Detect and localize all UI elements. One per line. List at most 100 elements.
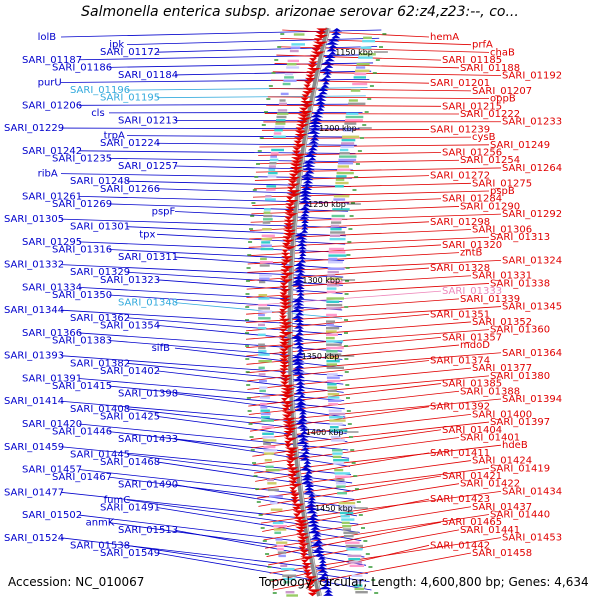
gene-label-right[interactable]: hdeB	[502, 440, 528, 451]
gene-label-left[interactable]: SARI_01433	[118, 434, 178, 445]
gene-label-left[interactable]: SARI_01305	[4, 214, 64, 225]
gene-label-left[interactable]: SARI_01549	[100, 548, 160, 559]
gene-label-right[interactable]: hemA	[430, 32, 459, 43]
gene-label-left[interactable]: SARI_01332	[4, 260, 64, 271]
gene-label-right[interactable]: SARI_01385	[442, 379, 502, 390]
gene-label-right[interactable]: SARI_01215	[442, 101, 502, 112]
gene-label-right[interactable]: SARI_01421	[442, 471, 502, 482]
gene-label-left[interactable]: SARI_01261	[22, 191, 82, 202]
gene-label-right[interactable]: SARI_01292	[502, 209, 562, 220]
gene-label-right[interactable]: SARI_01249	[490, 140, 550, 151]
gene-label-right[interactable]: SARI_01254	[460, 155, 520, 166]
gene-label-right[interactable]: SARI_01434	[502, 486, 562, 497]
gene-label-right[interactable]: SARI_01290	[460, 201, 520, 212]
gene-label-right[interactable]: SARI_01328	[430, 263, 490, 274]
gene-label-left[interactable]: SARI_01311	[118, 252, 178, 263]
gene-label-right[interactable]: SARI_01339	[460, 294, 520, 305]
gene-label-right[interactable]: SARI_01360	[490, 325, 550, 336]
gene-label-right[interactable]: SARI_01394	[502, 394, 562, 405]
gene-label-left[interactable]: SARI_01393	[4, 351, 64, 362]
gene-label-left[interactable]: SARI_01301	[70, 222, 130, 233]
gene-label-left[interactable]: fumC	[104, 495, 131, 506]
gene-label-right[interactable]: SARI_01345	[502, 302, 562, 313]
gene-label-left[interactable]: purU	[38, 78, 62, 89]
gene-label-left[interactable]: SARI_01408	[70, 404, 130, 415]
gene-label-right[interactable]: SARI_01298	[430, 217, 490, 228]
gene-label-left[interactable]: SARI_01316	[52, 244, 112, 255]
gene-label-left[interactable]: cls	[91, 108, 105, 119]
gene-label-left[interactable]: SARI_01366	[22, 328, 82, 339]
gene-label-right[interactable]: zntB	[460, 248, 483, 259]
gene-label-right[interactable]: SARI_01185	[442, 55, 502, 66]
gene-label-left[interactable]: sifB	[152, 343, 171, 354]
gene-label-right[interactable]: SARI_01275	[472, 178, 532, 189]
gene-label-left[interactable]: SARI_01420	[22, 419, 82, 430]
gene-label-left[interactable]: SARI_01513	[118, 525, 178, 536]
gene-label-left[interactable]: SARI_01490	[118, 480, 178, 491]
gene-label-right[interactable]: SARI_01352	[472, 317, 532, 328]
gene-label-left[interactable]: SARI_01186	[52, 62, 112, 73]
gene-label-right[interactable]: SARI_01192	[502, 71, 562, 82]
gene-label-left[interactable]: SARI_01502	[22, 510, 82, 521]
gene-label-right[interactable]: SARI_01233	[502, 117, 562, 128]
gene-label-right[interactable]: SARI_01256	[442, 148, 502, 159]
gene-label-left[interactable]: SARI_01362	[70, 313, 130, 324]
gene-label-right[interactable]: SARI_01453	[502, 533, 562, 544]
gene-label-left[interactable]: SARI_01235	[52, 153, 112, 164]
gene-label-right[interactable]: SARI_01422	[460, 479, 520, 490]
gene-label-left[interactable]: SARI_01323	[100, 275, 160, 286]
gene-label-right[interactable]: SARI_01440	[490, 509, 550, 520]
gene-label-right[interactable]: SARI_01239	[430, 124, 490, 135]
gene-label-right[interactable]: chaB	[490, 47, 515, 58]
gene-label-right[interactable]: pspB	[490, 186, 515, 197]
gene-label-right[interactable]: SARI_01284	[442, 194, 502, 205]
gene-label-left[interactable]: SARI_01425	[100, 411, 160, 422]
gene-label-left[interactable]: SARI_01248	[70, 176, 130, 187]
gene-label-right[interactable]: SARI_01423	[430, 494, 490, 505]
gene-label-left[interactable]: ipk	[109, 40, 124, 51]
gene-label-left[interactable]: ribA	[38, 169, 58, 180]
gene-label-right[interactable]: SARI_01424	[472, 456, 532, 467]
gene-label-left[interactable]: SARI_01414	[4, 396, 64, 407]
gene-label-left[interactable]: SARI_01457	[22, 465, 82, 476]
gene-label-right[interactable]: SARI_01222	[460, 109, 520, 120]
gene-label-right[interactable]: SARI_01437	[472, 502, 532, 513]
gene-label-left[interactable]: SARI_01538	[70, 540, 130, 551]
gene-label-right[interactable]: SARI_01380	[490, 371, 550, 382]
gene-label-left[interactable]: SARI_01348	[118, 298, 178, 309]
gene-label-left[interactable]: SARI_01468	[100, 457, 160, 468]
gene-label-left[interactable]: trpA	[104, 131, 125, 142]
gene-label-left[interactable]: SARI_01445	[70, 449, 130, 460]
gene-label-left[interactable]: SARI_01402	[100, 366, 160, 377]
gene-label-left[interactable]: SARI_01398	[118, 389, 178, 400]
gene-label-left[interactable]: SARI_01382	[70, 358, 130, 369]
gene-label-right[interactable]: SARI_01313	[490, 232, 550, 243]
gene-label-right[interactable]: SARI_01374	[430, 355, 490, 366]
gene-label-left[interactable]: SARI_01334	[22, 282, 82, 293]
gene-label-left[interactable]: SARI_01524	[4, 533, 64, 544]
gene-label-left[interactable]: SARI_01266	[100, 184, 160, 195]
gene-label-left[interactable]: SARI_01350	[52, 290, 112, 301]
gene-label-right[interactable]: SARI_01465	[442, 517, 502, 528]
gene-label-left[interactable]: SARI_01491	[100, 502, 160, 513]
gene-label-right[interactable]: SARI_01441	[460, 525, 520, 536]
gene-label-right[interactable]: SARI_01272	[430, 171, 490, 182]
gene-label-left[interactable]: SARI_01257	[118, 161, 178, 172]
gene-label-right[interactable]: SARI_01188	[460, 63, 520, 74]
gene-label-right[interactable]: SARI_01364	[502, 348, 562, 359]
gene-label-right[interactable]: cysB	[472, 132, 496, 143]
gene-label-left[interactable]: SARI_01467	[52, 472, 112, 483]
gene-label-right[interactable]: SARI_01338	[490, 278, 550, 289]
gene-label-right[interactable]: SARI_01320	[442, 240, 502, 251]
gene-label-right[interactable]: SARI_01324	[502, 255, 562, 266]
gene-label-right[interactable]: prfA	[472, 40, 493, 51]
gene-label-right[interactable]: SARI_01333	[442, 286, 502, 297]
gene-label-right[interactable]: SARI_01331	[472, 271, 532, 282]
gene-label-left[interactable]: SARI_01184	[118, 70, 178, 81]
gene-label-right[interactable]: SARI_01404	[442, 425, 502, 436]
gene-label-right[interactable]: SARI_01392	[430, 402, 490, 413]
gene-label-left[interactable]: anmK	[86, 518, 115, 529]
gene-label-left[interactable]: SARI_01196	[70, 85, 130, 96]
gene-label-left[interactable]: SARI_01459	[4, 442, 64, 453]
gene-label-left[interactable]: SARI_01269	[52, 199, 112, 210]
